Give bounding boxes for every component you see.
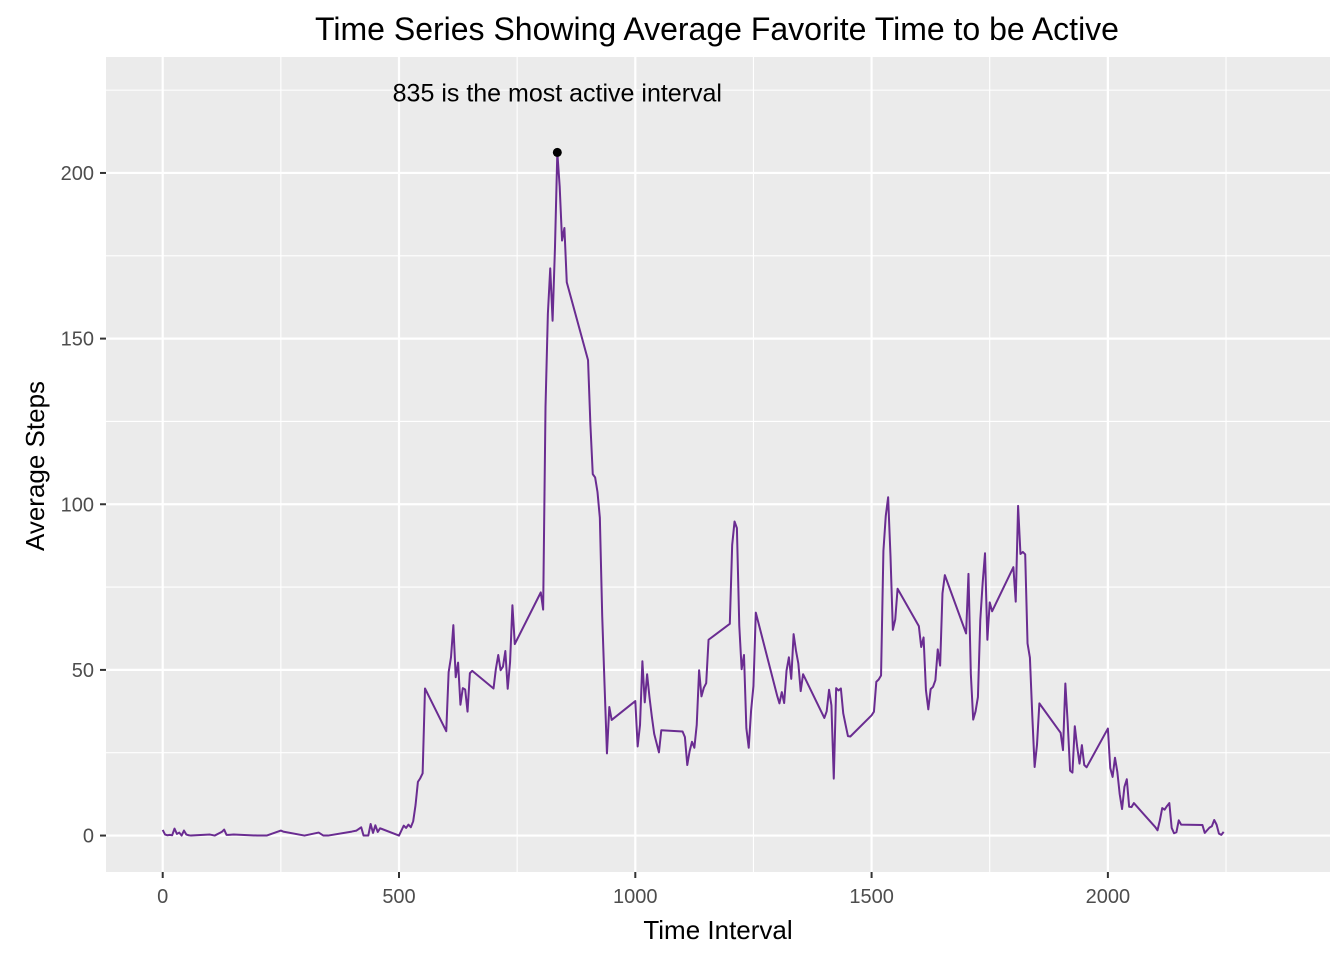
x-tick-labels: 0 500 1000 1500 2000 <box>157 886 1130 908</box>
y-tick-label: 100 <box>61 494 94 516</box>
max-point-marker <box>552 147 562 157</box>
series-line <box>161 151 1225 837</box>
y-tick-label: 150 <box>61 329 94 351</box>
minor-gridlines <box>106 57 1330 872</box>
y-tick-label: 0 <box>83 826 94 848</box>
x-tick-label: 2000 <box>1086 886 1131 908</box>
y-tick-label: 200 <box>61 163 94 185</box>
chart-title: Time Series Showing Average Favorite Tim… <box>315 11 1119 47</box>
x-tick-label: 1000 <box>613 886 658 908</box>
peak-annotation: 835 is the most active interval <box>393 79 722 107</box>
x-tick-label: 1500 <box>849 886 894 908</box>
x-tick-label: 0 <box>157 886 168 908</box>
y-tick-label: 50 <box>72 660 94 682</box>
series-layer <box>161 147 1225 837</box>
y-tick-labels: 0 50 100 150 200 <box>61 163 94 848</box>
x-axis-title: Time Interval <box>643 915 792 945</box>
x-tick-label: 500 <box>382 886 415 908</box>
y-axis-title: Average Steps <box>20 381 50 551</box>
plot-panel <box>106 57 1330 872</box>
axis-ticks <box>100 171 1109 878</box>
major-gridlines <box>106 57 1330 872</box>
